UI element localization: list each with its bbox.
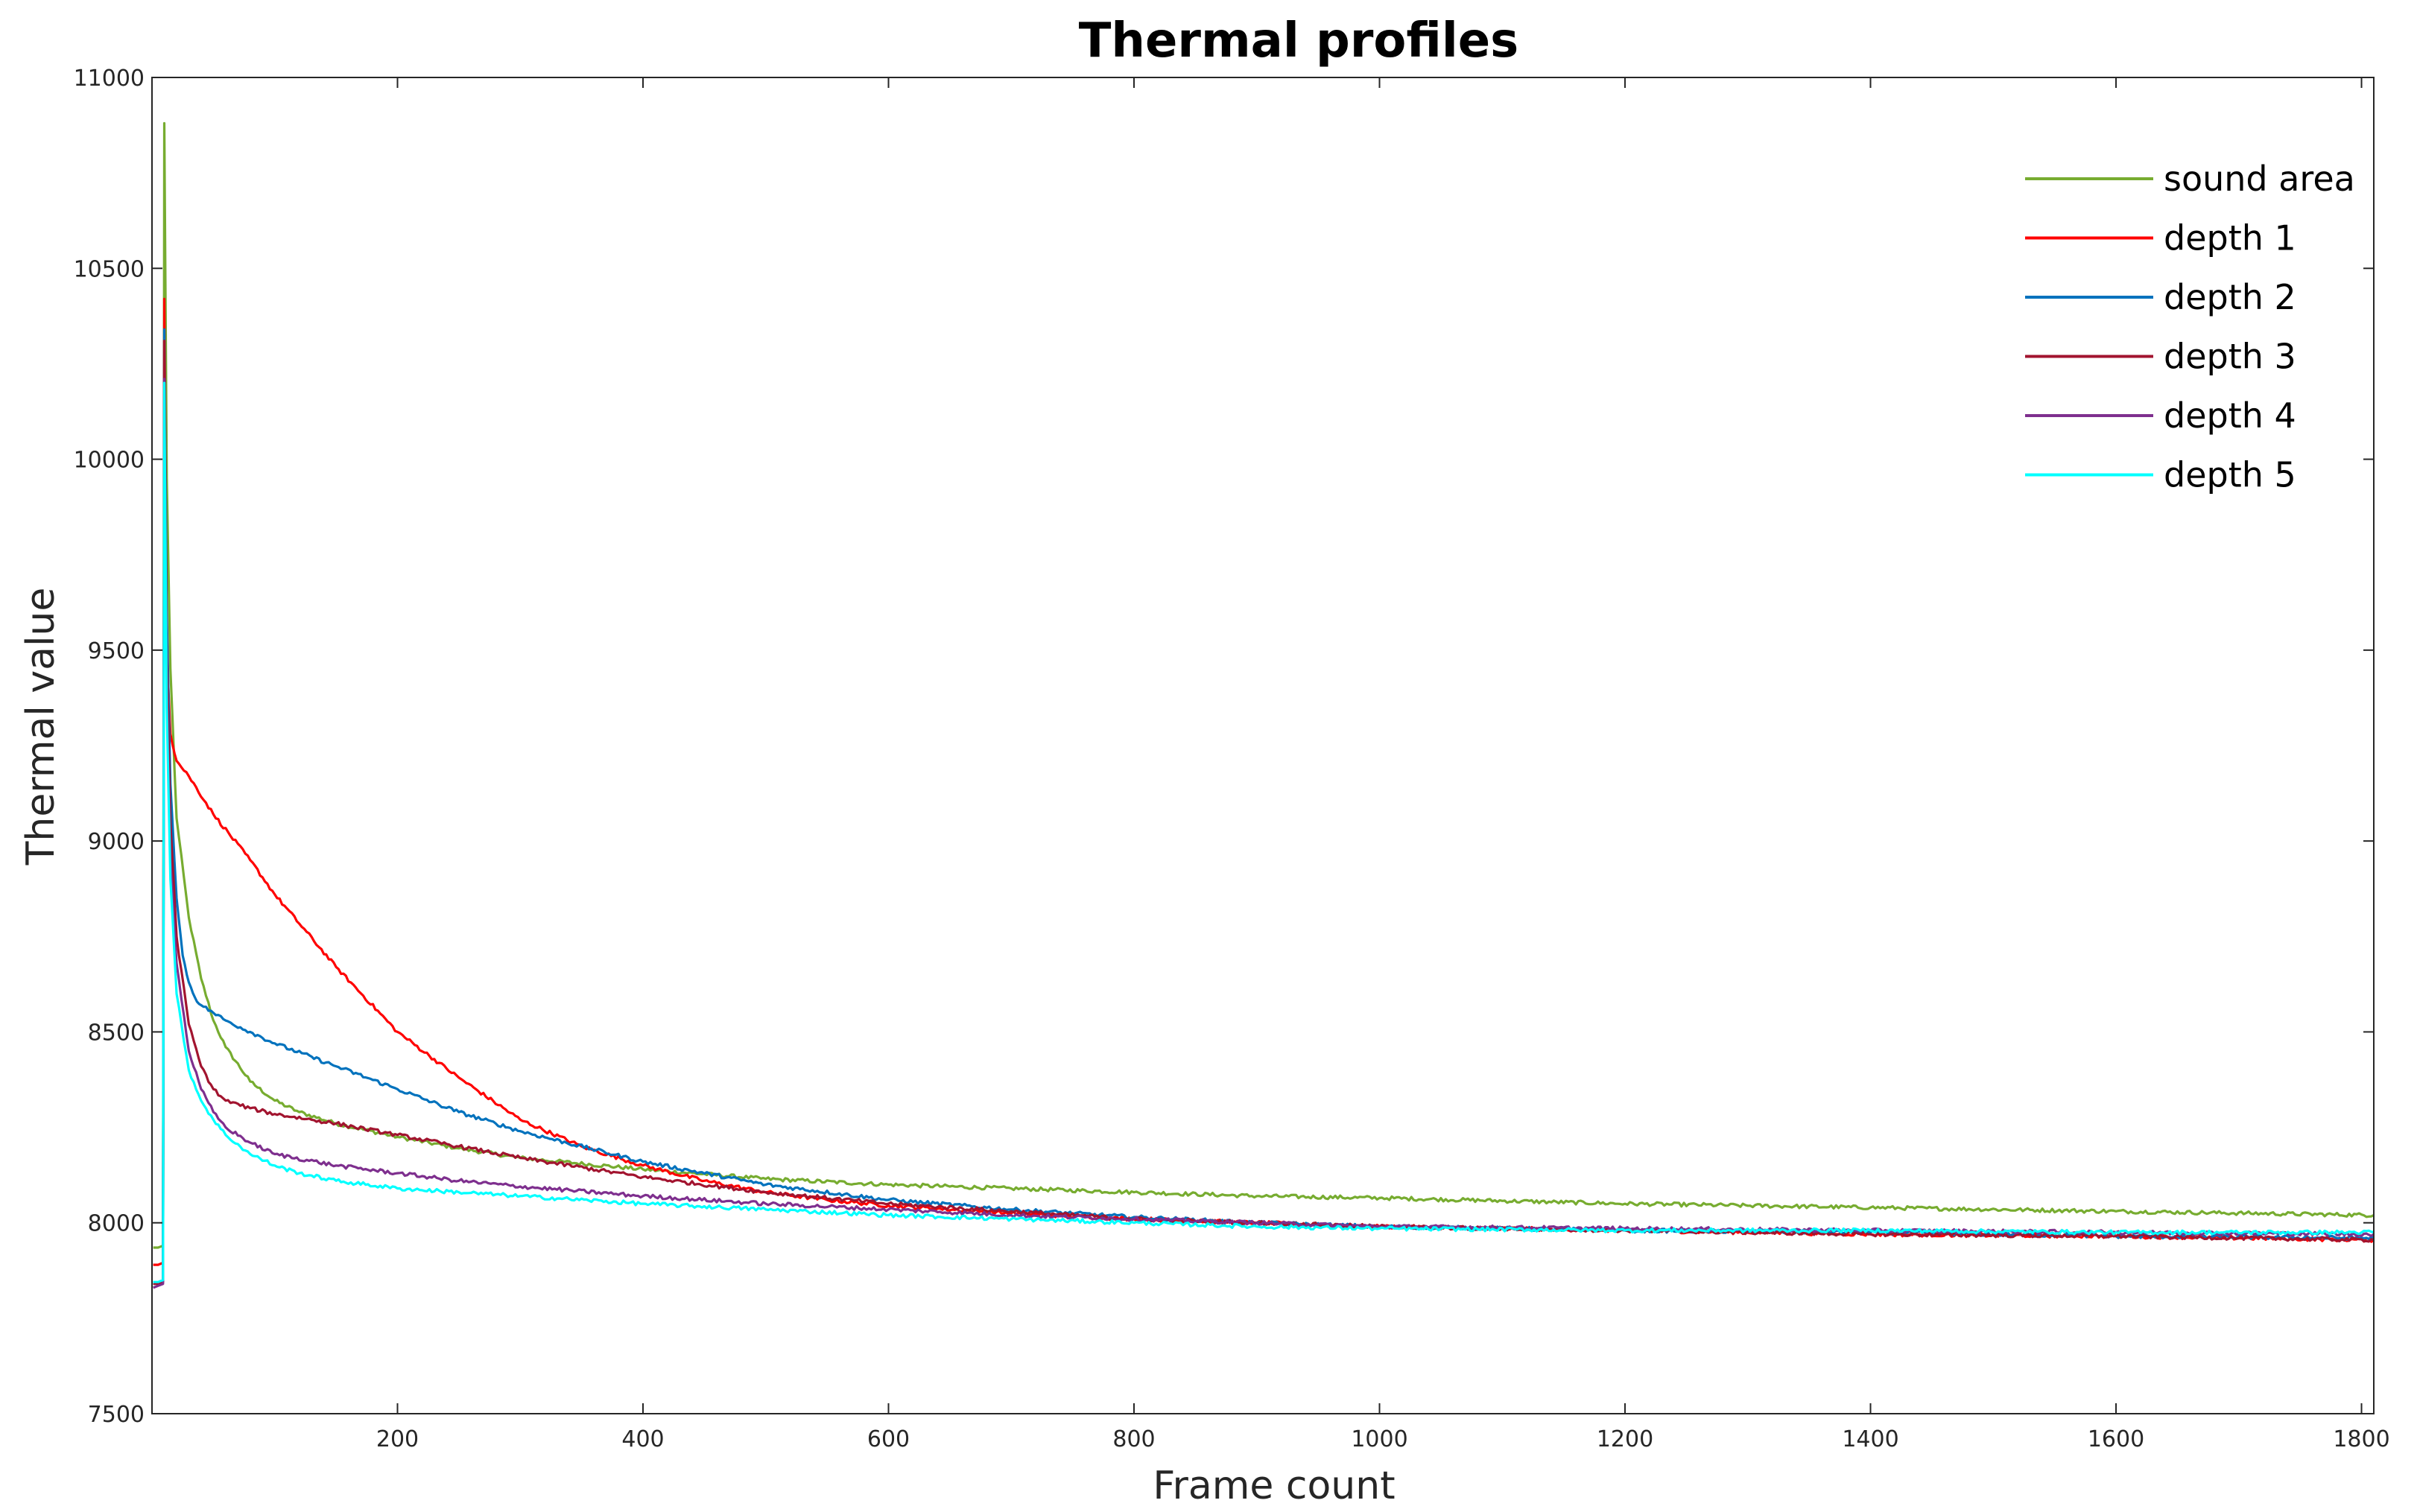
y-tick-label: 11000: [74, 66, 145, 92]
legend-label: depth 5: [2164, 455, 2296, 495]
x-tick-label: 200: [376, 1426, 419, 1452]
legend-label: depth 1: [2164, 218, 2296, 258]
legend: sound area depth 1 depth 2 depth 3 depth 4 de…: [2025, 159, 2355, 495]
legend-label: depth 4: [2164, 396, 2296, 436]
y-tick-label: 10500: [74, 256, 145, 282]
legend-label: depth 3: [2164, 337, 2296, 377]
y-axis-title: Thermal value: [19, 588, 63, 866]
ticks-layer: 200 400 600 800 1000 1200 1400 1600 1800 7500 8000…: [74, 66, 2390, 1452]
y-tick-label: 9500: [88, 638, 145, 664]
x-tick-label: 800: [1112, 1426, 1155, 1452]
x-tick-label: 1200: [1597, 1426, 1653, 1452]
plot-frame: [151, 77, 2375, 1414]
legend-label: depth 2: [2164, 277, 2296, 317]
x-tick-label: 600: [867, 1426, 910, 1452]
y-tick-label: 9000: [88, 829, 145, 855]
chart-title: Thermal profiles: [1079, 13, 1519, 69]
x-axis-title: Frame count: [1153, 1464, 1395, 1508]
y-tick-label: 8000: [88, 1211, 145, 1237]
x-tick-label: 1400: [1842, 1426, 1898, 1452]
y-tick-label: 8500: [88, 1020, 145, 1046]
series-line-3: [153, 340, 2375, 1286]
series-line-4: [153, 378, 2375, 1289]
x-tick-label: 1600: [2088, 1426, 2144, 1452]
legend-label: sound area: [2164, 159, 2355, 199]
x-tick-label: 1800: [2333, 1426, 2389, 1452]
y-tick-label: 10000: [74, 448, 145, 474]
x-tick-label: 400: [621, 1426, 664, 1452]
series-line-5: [153, 381, 2375, 1283]
y-tick-label: 7500: [88, 1402, 145, 1428]
x-tick-label: 1000: [1351, 1426, 1407, 1452]
series-layer: [153, 121, 2375, 1289]
